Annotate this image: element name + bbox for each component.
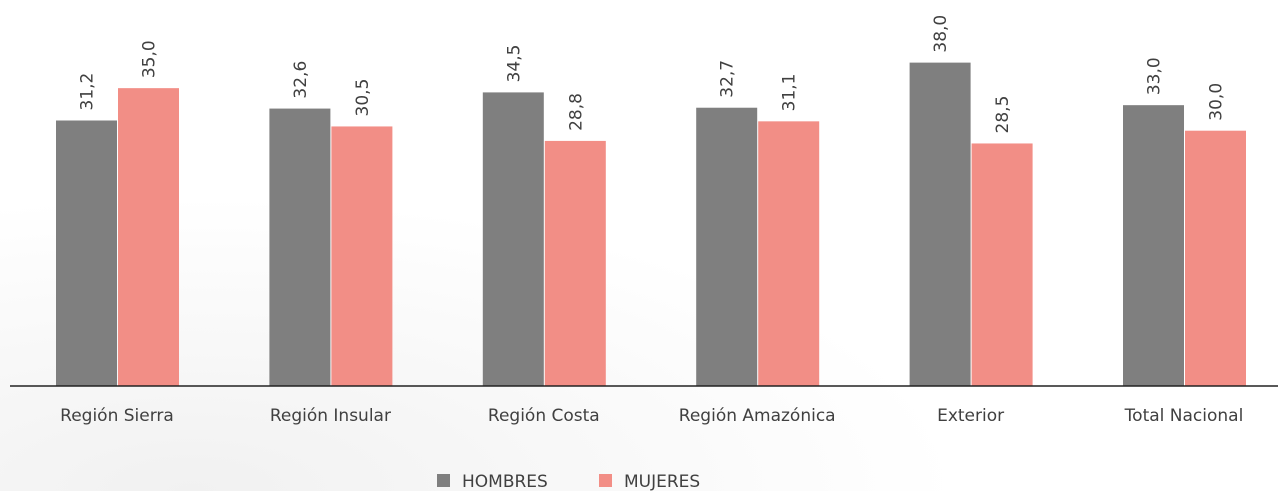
data-label: 30,0 [1207, 83, 1227, 121]
data-label: 34,5 [504, 45, 524, 83]
data-label: 32,7 [718, 60, 738, 98]
data-label: 38,0 [931, 15, 951, 53]
bar [544, 140, 606, 386]
data-label: 31,2 [78, 73, 98, 111]
x-tick-label: Región Amazónica [679, 406, 836, 426]
x-tick-label: Región Sierra [60, 406, 174, 426]
bar [56, 120, 117, 386]
data-label: 28,5 [993, 96, 1013, 134]
data-label: 30,5 [353, 79, 373, 117]
legend-swatch [599, 474, 612, 487]
bar [482, 92, 544, 386]
bar [909, 62, 971, 387]
x-tick-label: Total Nacional [1124, 406, 1244, 426]
bar [269, 108, 331, 386]
x-tick-label: Región Costa [488, 406, 600, 426]
data-label: 32,6 [291, 61, 311, 99]
x-tick-label: Región Insular [270, 406, 391, 426]
data-label: 28,8 [566, 93, 586, 131]
bar [118, 88, 179, 387]
legend-swatch [437, 474, 450, 487]
bar [758, 121, 820, 387]
data-label: 33,0 [1145, 57, 1165, 95]
data-label: 31,1 [780, 73, 800, 111]
bar [1123, 105, 1184, 387]
legend-label: MUJERES [624, 472, 700, 491]
legend-label: HOMBRES [462, 472, 548, 491]
bar [696, 107, 758, 387]
x-tick-label: Exterior [937, 406, 1004, 426]
bar [1185, 130, 1246, 386]
bar [331, 126, 393, 386]
bar [971, 143, 1033, 386]
data-label: 35,0 [140, 40, 160, 78]
